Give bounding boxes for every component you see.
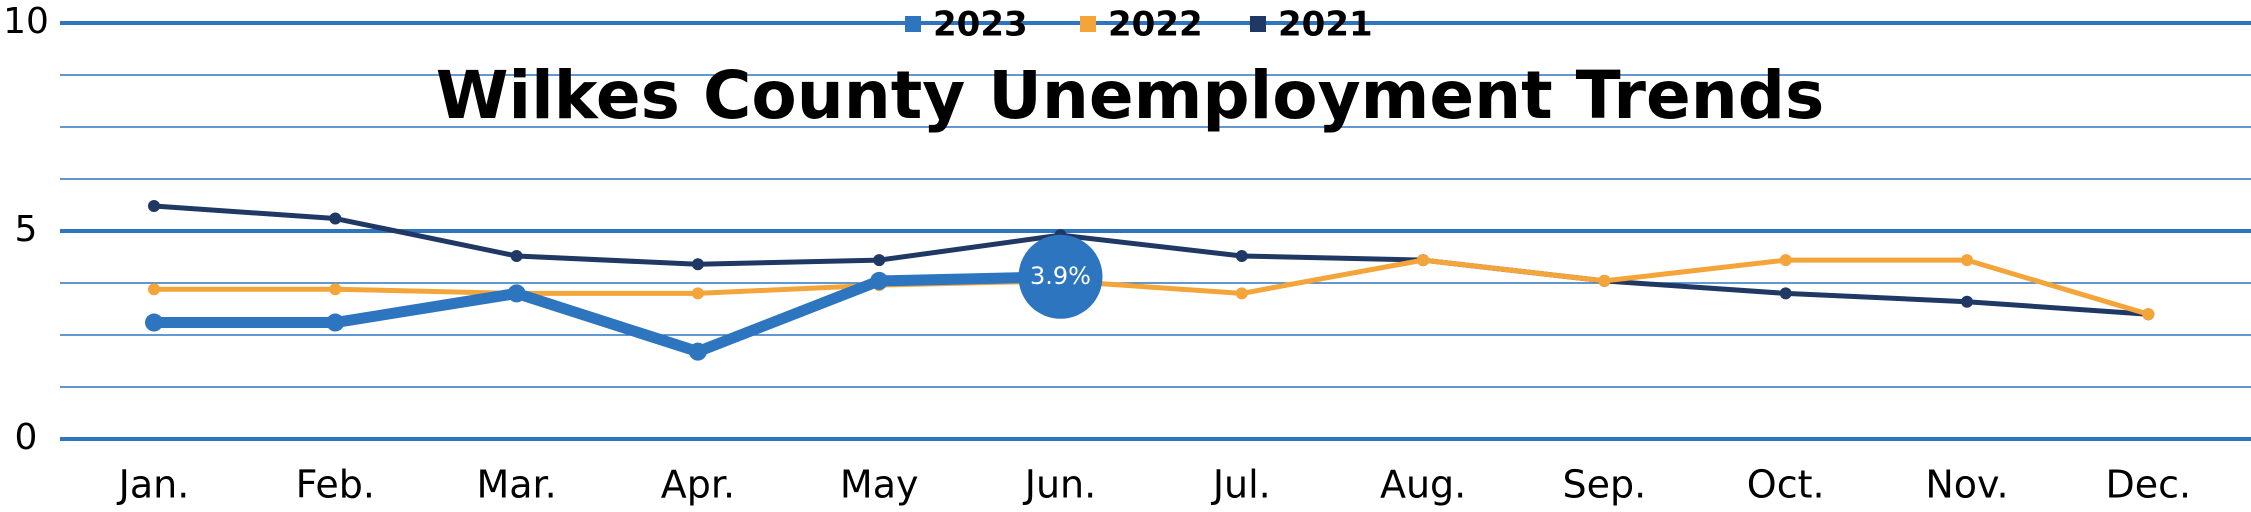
legend-swatch	[905, 16, 921, 32]
point-marker	[326, 313, 345, 332]
point-marker	[1779, 287, 1792, 300]
y-tick-label: 10	[3, 1, 49, 42]
point-marker	[1961, 254, 1973, 267]
x-tick-label: Oct.	[1747, 463, 1825, 507]
x-tick-label: Jan.	[117, 463, 190, 507]
x-tick-label: Nov.	[1925, 463, 2008, 507]
point-marker	[2142, 308, 2155, 321]
legend-label: 2022	[1108, 5, 1203, 45]
point-marker	[870, 271, 889, 290]
x-tick-label: Sep.	[1563, 463, 1647, 507]
legend-swatch	[1250, 16, 1266, 32]
y-tick-label: 5	[15, 209, 38, 250]
x-tick-label: Mar.	[476, 463, 556, 507]
x-tick-label: May	[840, 463, 919, 507]
x-tick-label: Jul.	[1211, 463, 1271, 507]
chart-title: Wilkes County Unemployment Trends	[436, 57, 1824, 134]
point-marker	[507, 284, 526, 303]
x-tick-label: Jun.	[1023, 463, 1096, 507]
x-tick-label: Feb.	[296, 463, 375, 507]
data-label-bubble	[1018, 234, 1103, 319]
point-marker	[1235, 287, 1248, 300]
series-line	[153, 203, 2149, 317]
point-marker	[1417, 254, 1430, 267]
y-tick-label: 0	[15, 417, 38, 458]
point-marker	[145, 313, 163, 332]
x-tick-label: Apr.	[661, 463, 735, 507]
point-marker	[1961, 295, 1973, 308]
x-tick-label: Dec.	[2105, 463, 2191, 507]
point-marker	[148, 283, 160, 296]
point-marker	[329, 283, 342, 296]
point-marker	[873, 254, 886, 267]
point-marker	[691, 287, 704, 300]
point-marker	[148, 200, 160, 213]
legend-label: 2023	[933, 5, 1028, 45]
point-marker	[329, 212, 342, 225]
point-marker	[1779, 254, 1792, 267]
point-marker	[691, 258, 704, 271]
grid	[60, 21, 2251, 441]
point-marker	[688, 342, 707, 361]
point-marker	[1598, 274, 1611, 287]
point-marker	[1235, 249, 1248, 262]
legend-label: 2021	[1278, 5, 1373, 45]
data-label: 3.9%	[1030, 262, 1091, 290]
x-tick-label: Aug.	[1380, 463, 1466, 507]
point-marker	[510, 249, 523, 262]
series-line	[154, 271, 1061, 358]
legend-swatch	[1080, 16, 1096, 32]
